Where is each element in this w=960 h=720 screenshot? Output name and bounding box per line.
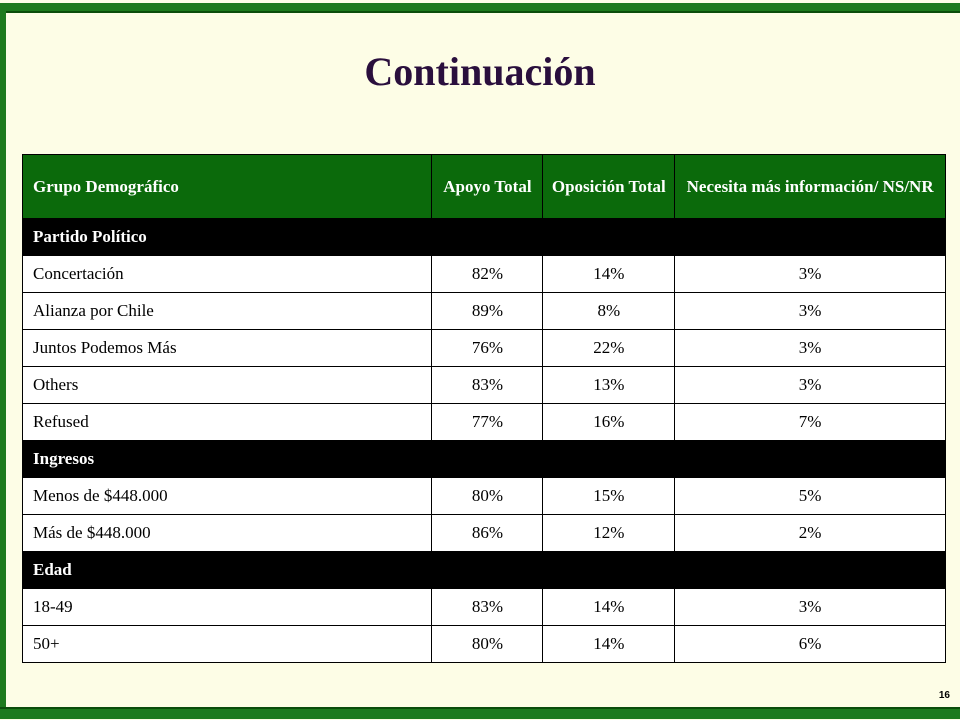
- cell-ns-nr: 3%: [674, 255, 946, 293]
- cell-ns-nr: 3%: [674, 588, 946, 626]
- header-apoyo-total: Apoyo Total: [431, 154, 544, 219]
- row-label: 50+: [21, 625, 433, 663]
- cell-apoyo: 80%: [431, 625, 544, 663]
- cell-apoyo: 82%: [431, 255, 544, 293]
- section-row-ingresos: Ingresos: [22, 440, 946, 478]
- left-frame-bar: [0, 3, 6, 717]
- cell-ns-nr: 2%: [674, 514, 946, 552]
- cell-oposicion: 14%: [542, 625, 676, 663]
- cell-ns-nr: 3%: [674, 366, 946, 404]
- table-row: Concertación 82% 14% 3%: [21, 255, 946, 293]
- cell-apoyo: 86%: [431, 514, 544, 552]
- cell-oposicion: 13%: [542, 366, 676, 404]
- cell-apoyo: 76%: [431, 329, 544, 367]
- section-title: Ingresos: [22, 440, 946, 478]
- table-row: 18-49 83% 14% 3%: [21, 588, 946, 626]
- table-row: Alianza por Chile 89% 8% 3%: [21, 292, 946, 330]
- cell-apoyo: 83%: [431, 366, 544, 404]
- table-row: Menos de $448.000 80% 15% 5%: [21, 477, 946, 515]
- cell-oposicion: 22%: [542, 329, 676, 367]
- table-row: Others 83% 13% 3%: [21, 366, 946, 404]
- table-row: Más de $448.000 86% 12% 2%: [21, 514, 946, 552]
- bottom-frame-bar: [0, 707, 960, 719]
- row-label: Menos de $448.000: [21, 477, 433, 515]
- header-grupo-demografico: Grupo Demográfico: [21, 154, 433, 219]
- cell-ns-nr: 3%: [674, 329, 946, 367]
- section-title: Edad: [22, 551, 946, 589]
- row-label: Alianza por Chile: [21, 292, 433, 330]
- row-label: Concertación: [21, 255, 433, 293]
- page-number: 16: [938, 690, 950, 701]
- section-row-edad: Edad: [22, 551, 946, 589]
- page-title: Continuación: [364, 49, 596, 94]
- top-frame-bar: [0, 3, 960, 13]
- table-row: 50+ 80% 14% 6%: [21, 625, 946, 663]
- row-label: Refused: [21, 403, 433, 441]
- header-necesita-info: Necesita más información/ NS/NR: [674, 154, 946, 219]
- table-row: Juntos Podemos Más 76% 22% 3%: [21, 329, 946, 367]
- cell-oposicion: 14%: [542, 255, 676, 293]
- table-row: Refused 77% 16% 7%: [21, 403, 946, 441]
- cell-oposicion: 12%: [542, 514, 676, 552]
- cell-apoyo: 80%: [431, 477, 544, 515]
- cell-oposicion: 14%: [542, 588, 676, 626]
- demographic-table: Grupo Demográfico Apoyo Total Oposición …: [21, 154, 946, 663]
- cell-ns-nr: 7%: [674, 403, 946, 441]
- header-oposicion-total: Oposición Total: [542, 154, 676, 219]
- row-label: Juntos Podemos Más: [21, 329, 433, 367]
- table-header-row: Grupo Demográfico Apoyo Total Oposición …: [21, 154, 946, 219]
- cell-ns-nr: 6%: [674, 625, 946, 663]
- cell-oposicion: 16%: [542, 403, 676, 441]
- row-label: 18-49: [21, 588, 433, 626]
- cell-apoyo: 83%: [431, 588, 544, 626]
- cell-apoyo: 77%: [431, 403, 544, 441]
- section-title: Partido Político: [22, 218, 946, 256]
- row-label: Más de $448.000: [21, 514, 433, 552]
- section-row-partido-politico: Partido Político: [22, 218, 946, 256]
- cell-ns-nr: 5%: [674, 477, 946, 515]
- cell-oposicion: 15%: [542, 477, 676, 515]
- row-label: Others: [21, 366, 433, 404]
- cell-oposicion: 8%: [542, 292, 676, 330]
- cell-ns-nr: 3%: [674, 292, 946, 330]
- cell-apoyo: 89%: [431, 292, 544, 330]
